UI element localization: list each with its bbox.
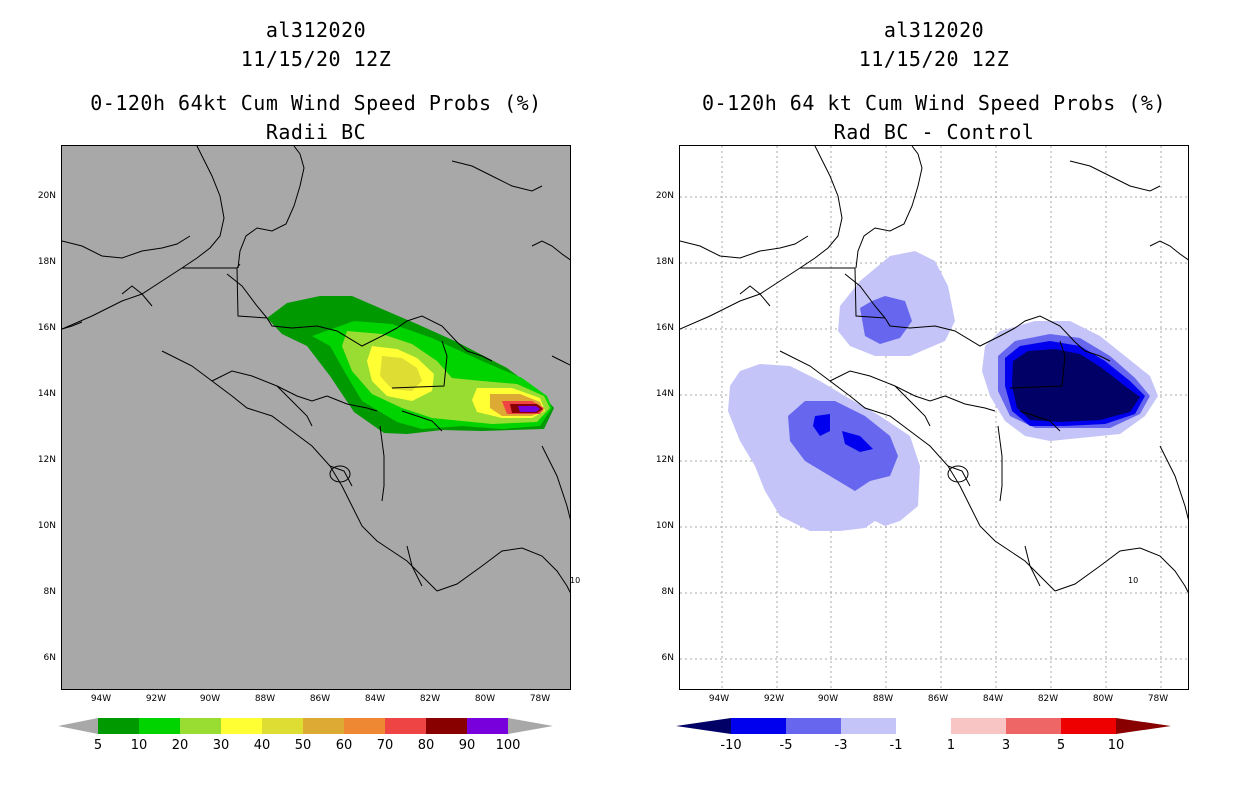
left-map-svg — [62, 146, 570, 594]
right-lat-label-16n: 16N — [655, 323, 674, 333]
left-lat-label-20n: 20N — [37, 191, 56, 201]
left-colorbar-label: 70 — [376, 738, 394, 753]
diff-neg5-area-west-2 — [842, 431, 873, 452]
left-lon-label-90w: 90W — [199, 694, 221, 704]
left-lon-label-78w: 78W — [529, 694, 551, 704]
right-colorbar — [676, 718, 1171, 734]
right-lat-label-14n: 14N — [655, 389, 674, 399]
right-lon-label-86w: 86W — [927, 694, 949, 704]
left-colorbar-label: 10 — [130, 738, 148, 753]
right-colorbar-label: -3 — [834, 738, 848, 753]
diff-neg5-area-west — [813, 414, 830, 436]
left-colorbar-swatch-9 — [467, 718, 508, 734]
right-coastlines — [680, 146, 1188, 594]
left-title: 0-120h 64kt Cum Wind Speed Probs (%) — [90, 91, 542, 115]
left-colorbar-label: 5 — [93, 738, 103, 753]
left-colorbar-label: 100 — [495, 738, 521, 753]
left-colorbar-label: 20 — [171, 738, 189, 753]
left-colorbar-under-triangle — [58, 718, 98, 734]
right-lon-label-92w: 92W — [763, 694, 785, 704]
prob-40-50-area — [380, 356, 422, 391]
left-colorbar-label: 50 — [294, 738, 312, 753]
left-lat-label-12n: 12N — [37, 455, 56, 465]
left-colorbar-swatch-0 — [98, 718, 139, 734]
left-lon-label-88w: 88W — [254, 694, 276, 704]
left-colorbar-swatch-7 — [385, 718, 426, 734]
left-lon-label-92w: 92W — [145, 694, 167, 704]
right-colorbar-swatch-1 — [731, 718, 786, 734]
left-lat-label-14n: 14N — [37, 389, 56, 399]
right-lon-label-78w: 78W — [1147, 694, 1169, 704]
left-lat-label-16n: 16N — [37, 323, 56, 333]
prob-90-100-area — [518, 406, 540, 412]
right-colorbar-under-triangle — [676, 718, 731, 734]
right-colorbar-swatch-7 — [1061, 718, 1116, 734]
left-lon-label-82w: 82W — [419, 694, 441, 704]
right-lat-label-18n: 18N — [655, 257, 674, 267]
right-colorbar-swatch-3 — [841, 718, 896, 734]
right-map-svg — [680, 146, 1188, 689]
left-lat-label-6n: 6N — [43, 653, 56, 663]
right-lon-label-80w: 80W — [1092, 694, 1114, 704]
left-colorbar-swatch-8 — [426, 718, 467, 734]
right-colorbar-label: 3 — [1001, 738, 1011, 753]
left-lat-label-10n: 10N — [37, 521, 56, 531]
left-lat-label-8n: 8N — [43, 587, 56, 597]
right-colorbar-over-triangle — [1116, 718, 1171, 734]
left-lon-label-94w: 94W — [90, 694, 112, 704]
right-title: 0-120h 64 kt Cum Wind Speed Probs (%) — [701, 91, 1167, 115]
right-lon-label-84w: 84W — [982, 694, 1004, 704]
left-colorbar-over-triangle — [508, 718, 553, 734]
right-colorbar-label: 1 — [946, 738, 956, 753]
right-lat-label-8n: 8N — [661, 587, 674, 597]
left-colorbar-label: 30 — [212, 738, 230, 753]
left-lon-label-84w: 84W — [364, 694, 386, 704]
left-colorbar-swatch-3 — [221, 718, 262, 734]
left-colorbar-label: 40 — [253, 738, 271, 753]
right-colorbar-label: -5 — [779, 738, 793, 753]
left-colorbar-swatch-6 — [344, 718, 385, 734]
left-colorbar-swatch-4 — [262, 718, 303, 734]
left-colorbar-label: 80 — [417, 738, 435, 753]
right-datetime: 11/15/20 12Z — [858, 47, 1010, 71]
left-datetime: 11/15/20 12Z — [240, 47, 392, 71]
left-lon-label-80w: 80W — [474, 694, 496, 704]
right-subtitle: Rad BC - Control — [833, 120, 1035, 144]
left-colorbar-label: 90 — [458, 738, 476, 753]
left-colorbar — [58, 718, 553, 734]
left-colorbar-label: 60 — [335, 738, 353, 753]
right-place-label: 10 — [1128, 576, 1139, 585]
right-colorbar-label: -1 — [889, 738, 903, 753]
left-place-label: 10 — [570, 576, 581, 585]
right-colorbar-label: -10 — [720, 738, 742, 753]
right-lat-label-20n: 20N — [655, 191, 674, 201]
right-colorbar-label: 5 — [1056, 738, 1066, 753]
left-storm-id: al312020 — [265, 18, 367, 42]
left-lat-label-18n: 18N — [37, 257, 56, 267]
right-colorbar-label: 10 — [1107, 738, 1125, 753]
left-lon-label-86w: 86W — [309, 694, 331, 704]
right-lon-label-94w: 94W — [708, 694, 730, 704]
right-colorbar-swatch-4 — [896, 718, 951, 734]
right-colorbar-swatch-6 — [1006, 718, 1061, 734]
left-colorbar-swatch-2 — [180, 718, 221, 734]
right-lon-label-82w: 82W — [1037, 694, 1059, 704]
right-storm-id: al312020 — [883, 18, 985, 42]
right-lon-label-90w: 90W — [817, 694, 839, 704]
right-lat-label-10n: 10N — [655, 521, 674, 531]
right-colorbar-swatch-5 — [951, 718, 1006, 734]
left-colorbar-swatch-1 — [139, 718, 180, 734]
left-colorbar-swatch-5 — [303, 718, 344, 734]
right-lat-label-6n: 6N — [661, 653, 674, 663]
right-lon-label-88w: 88W — [872, 694, 894, 704]
right-map — [679, 145, 1189, 690]
left-coastlines — [62, 146, 570, 594]
right-colorbar-swatch-2 — [786, 718, 841, 734]
right-lat-label-12n: 12N — [655, 455, 674, 465]
left-map — [61, 145, 571, 690]
left-subtitle: Radii BC — [265, 120, 367, 144]
diff-neg10-area-east — [1012, 349, 1140, 422]
